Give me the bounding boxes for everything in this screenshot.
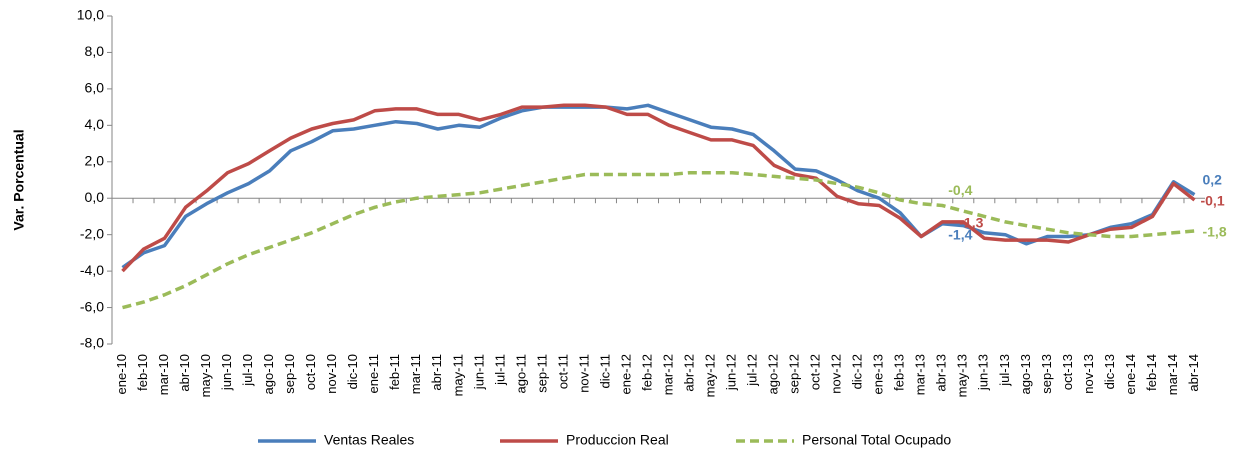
x-tick-label: mar-12 xyxy=(660,354,675,395)
x-tick-label: may-12 xyxy=(702,354,717,397)
x-tick-label: mar-13 xyxy=(913,354,928,395)
x-tick-label: abr-10 xyxy=(177,354,192,392)
data-label: -0,4 xyxy=(948,182,972,198)
x-tick-label: mar-10 xyxy=(156,354,171,395)
y-tick-label: -8,0 xyxy=(80,335,104,351)
x-tick-label: oct-12 xyxy=(808,354,823,390)
x-tick-label: nov-10 xyxy=(324,354,339,394)
legend-label: Produccion Real xyxy=(566,432,669,448)
x-tick-label: ago-13 xyxy=(1018,354,1033,394)
data-label: 0,2 xyxy=(1202,171,1222,187)
y-tick-label: 2,0 xyxy=(85,152,105,168)
x-tick-label: dic-12 xyxy=(850,354,865,389)
x-tick-label: ago-12 xyxy=(766,354,781,394)
x-tick-label: oct-10 xyxy=(303,354,318,390)
data-label: -1,3 xyxy=(959,215,983,231)
x-tick-label: jul-13 xyxy=(997,354,1012,387)
y-tick-label: -2,0 xyxy=(80,225,104,241)
series-line xyxy=(121,103,1196,273)
x-tick-label: feb-14 xyxy=(1144,354,1159,391)
x-tick-label: ene-11 xyxy=(366,354,381,394)
x-tick-label: jul-10 xyxy=(240,354,255,387)
x-tick-label: jun-11 xyxy=(471,354,486,390)
x-tick-label: nov-13 xyxy=(1081,354,1096,394)
legend-label: Personal Total Ocupado xyxy=(802,432,951,448)
x-tick-label: jun-13 xyxy=(976,354,991,391)
x-tick-label: nov-12 xyxy=(829,354,844,394)
x-tick-label: sep-11 xyxy=(534,354,549,393)
x-tick-label: oct-13 xyxy=(1060,354,1075,390)
x-tick-label: sep-13 xyxy=(1039,354,1054,394)
x-tick-label: jun-10 xyxy=(219,354,234,391)
data-label: -1,8 xyxy=(1202,224,1226,240)
x-tick-label: dic-10 xyxy=(345,354,360,389)
x-tick-label: ene-12 xyxy=(618,354,633,394)
x-tick-label: jul-11 xyxy=(492,354,507,386)
x-tick-label: mar-14 xyxy=(1165,354,1180,395)
x-tick-label: nov-11 xyxy=(576,354,591,393)
x-tick-label: abr-14 xyxy=(1186,354,1201,392)
x-tick-label: ene-13 xyxy=(871,354,886,394)
x-tick-label: dic-11 xyxy=(597,354,612,388)
x-tick-label: sep-10 xyxy=(282,354,297,394)
data-label: -1,4 xyxy=(948,226,972,242)
y-tick-label: 6,0 xyxy=(85,80,105,96)
x-tick-label: feb-11 xyxy=(387,354,402,390)
x-tick-label: may-11 xyxy=(450,354,465,396)
x-tick-label: ene-14 xyxy=(1123,354,1138,394)
x-tick-label: oct-11 xyxy=(555,354,570,389)
x-tick-label: ago-10 xyxy=(261,354,276,394)
data-label: -0,1 xyxy=(1200,193,1224,209)
y-tick-label: -4,0 xyxy=(80,262,104,278)
x-tick-label: jul-12 xyxy=(745,354,760,387)
y-axis-title: Var. Porcentual xyxy=(11,129,27,230)
x-tick-label: sep-12 xyxy=(787,354,802,394)
x-tick-label: jun-12 xyxy=(724,354,739,391)
y-tick-label: 0,0 xyxy=(85,189,105,205)
x-tick-label: feb-12 xyxy=(639,354,654,391)
x-tick-label: mar-11 xyxy=(408,354,423,394)
y-tick-label: 4,0 xyxy=(85,116,105,132)
x-tick-label: ene-10 xyxy=(114,354,129,394)
y-tick-label: 8,0 xyxy=(85,43,105,59)
y-tick-label: 10,0 xyxy=(77,7,104,23)
x-tick-label: feb-10 xyxy=(135,354,150,391)
x-tick-label: abr-13 xyxy=(934,354,949,392)
y-tick-label: -6,0 xyxy=(80,298,104,314)
x-tick-label: abr-11 xyxy=(429,354,444,391)
x-tick-label: feb-13 xyxy=(892,354,907,391)
x-tick-label: abr-12 xyxy=(681,354,696,392)
x-tick-label: ago-11 xyxy=(513,354,528,394)
x-tick-label: may-10 xyxy=(198,354,213,397)
x-tick-label: dic-13 xyxy=(1102,354,1117,389)
legend-label: Ventas Reales xyxy=(324,432,414,448)
x-tick-label: may-13 xyxy=(955,354,970,397)
